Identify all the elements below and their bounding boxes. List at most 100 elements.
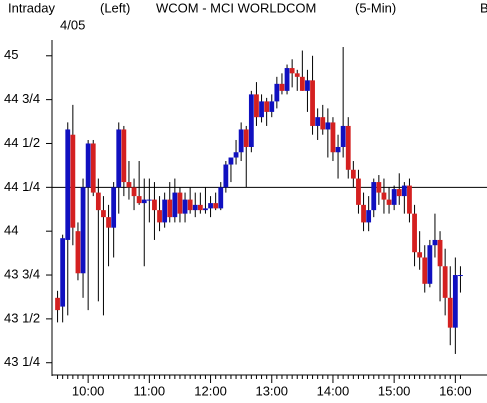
candle-body — [80, 187, 86, 274]
candle-body — [356, 178, 361, 205]
candle-body — [121, 129, 127, 183]
x-tick-label: 16:00 — [439, 383, 472, 398]
candle-body — [422, 257, 428, 284]
header-side: (Left) — [100, 0, 130, 15]
y-tick-label: 45 — [4, 47, 18, 62]
candle-body — [90, 143, 96, 193]
candle-body — [75, 231, 81, 274]
candle-body — [361, 204, 366, 223]
candle-body — [452, 275, 458, 328]
candle-body — [243, 129, 249, 147]
candle-body — [157, 210, 162, 223]
candle-body — [182, 199, 188, 214]
candle-body — [401, 185, 407, 197]
candle-body — [126, 182, 132, 188]
candle-body — [213, 203, 219, 209]
candle-body — [233, 152, 239, 158]
candle-body — [345, 125, 351, 170]
candle-body — [197, 204, 203, 211]
candle-body — [187, 199, 193, 211]
candle-body — [116, 129, 122, 188]
y-tick-label: 43 1/2 — [4, 310, 40, 325]
candle-body — [417, 252, 423, 258]
candle-body — [228, 157, 234, 165]
header-interval: (5-Min) — [355, 0, 396, 15]
candle-body — [294, 73, 300, 77]
candle-body — [335, 146, 341, 153]
header-symbol: WCOM - MCI WORLDCOM — [156, 0, 316, 15]
candle-body — [289, 68, 295, 74]
candle-body — [458, 275, 463, 277]
candle-body — [136, 196, 142, 204]
candle-body — [366, 210, 372, 223]
candle-body — [101, 210, 106, 218]
candle-body — [432, 239, 438, 246]
header-feed: Intraday — [8, 0, 55, 15]
candle-body — [391, 189, 397, 205]
candle-body — [284, 68, 290, 91]
candle-body — [106, 217, 111, 228]
x-tick-label: 14:00 — [317, 383, 350, 398]
candle-body — [248, 94, 254, 147]
candle-body — [254, 94, 259, 118]
candle-body — [177, 192, 183, 214]
candle-body — [269, 101, 275, 112]
candle-body — [340, 125, 346, 147]
candle-body — [310, 80, 315, 126]
candle-body — [238, 129, 244, 153]
x-tick-label: 15:00 — [378, 383, 411, 398]
header-date: 4/05 — [60, 17, 85, 32]
y-tick-label: 43 1/4 — [4, 354, 40, 369]
candle-body — [371, 182, 377, 211]
candle-body — [131, 187, 137, 197]
x-tick-label: 10:00 — [72, 383, 105, 398]
candle-body — [85, 143, 91, 188]
candle-body — [330, 122, 336, 153]
candle-body — [141, 199, 147, 204]
candle-body — [386, 199, 392, 205]
x-tick-label: 11:00 — [134, 383, 166, 398]
x-tick-label: 13:00 — [255, 383, 288, 398]
candle-body — [350, 169, 356, 179]
candle-body — [407, 185, 412, 214]
candle-body — [320, 117, 326, 130]
candle-body — [396, 189, 402, 197]
y-tick-label: 44 1/2 — [4, 135, 40, 150]
candle-body — [167, 199, 173, 218]
y-tick-label: 44 — [4, 223, 18, 238]
candle-body — [203, 208, 208, 211]
candle-body — [152, 199, 157, 211]
candle-body — [299, 76, 305, 91]
candle-body — [437, 239, 443, 267]
candle-body — [274, 83, 280, 102]
candle-body — [223, 164, 229, 188]
candle-body — [412, 213, 417, 253]
candle-body — [381, 192, 387, 200]
header-edge: B — [480, 0, 487, 15]
candle-body — [65, 129, 71, 240]
y-tick-label: 44 1/4 — [4, 179, 40, 194]
candle-body — [325, 122, 331, 130]
candle-body — [442, 266, 448, 298]
candle-body — [376, 182, 382, 193]
candle-body — [55, 297, 60, 311]
candle-body — [259, 101, 264, 118]
x-tick-label: 12:00 — [194, 383, 227, 398]
candle-body — [315, 117, 321, 126]
y-tick-label: 43 3/4 — [4, 266, 40, 281]
candle-body — [264, 101, 270, 112]
candle-body — [70, 134, 76, 228]
candle-body — [60, 238, 66, 307]
candle-body — [172, 192, 178, 218]
candle-body — [208, 203, 213, 209]
candle-body — [279, 83, 285, 91]
candle-body — [218, 187, 224, 209]
candle-body — [305, 80, 310, 91]
candle-body — [146, 199, 152, 201]
candle-body — [192, 204, 198, 211]
candle-body — [162, 199, 168, 223]
y-tick-label: 44 3/4 — [4, 91, 40, 106]
candle-body — [111, 187, 117, 228]
candle-body — [95, 192, 101, 211]
